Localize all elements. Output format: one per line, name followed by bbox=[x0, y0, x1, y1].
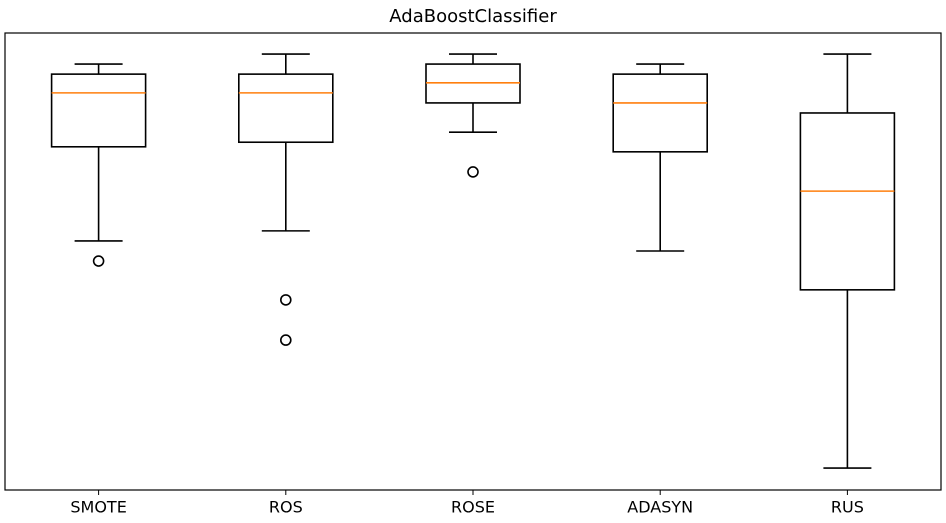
box bbox=[50, 73, 147, 148]
x-tick-label: SMOTE bbox=[70, 498, 126, 517]
outlier bbox=[92, 255, 105, 267]
box bbox=[238, 73, 334, 144]
outlier bbox=[279, 294, 292, 306]
x-tick-label: RUS bbox=[831, 498, 864, 517]
x-tick-label: ADASYN bbox=[627, 498, 693, 517]
x-tick-label: ROS bbox=[269, 498, 303, 517]
x-tick-label: ROSE bbox=[451, 498, 495, 517]
outlier bbox=[279, 334, 292, 346]
outlier bbox=[467, 166, 479, 178]
chart-title: AdaBoostClassifier bbox=[389, 6, 557, 27]
box bbox=[612, 73, 709, 153]
box bbox=[799, 112, 896, 291]
